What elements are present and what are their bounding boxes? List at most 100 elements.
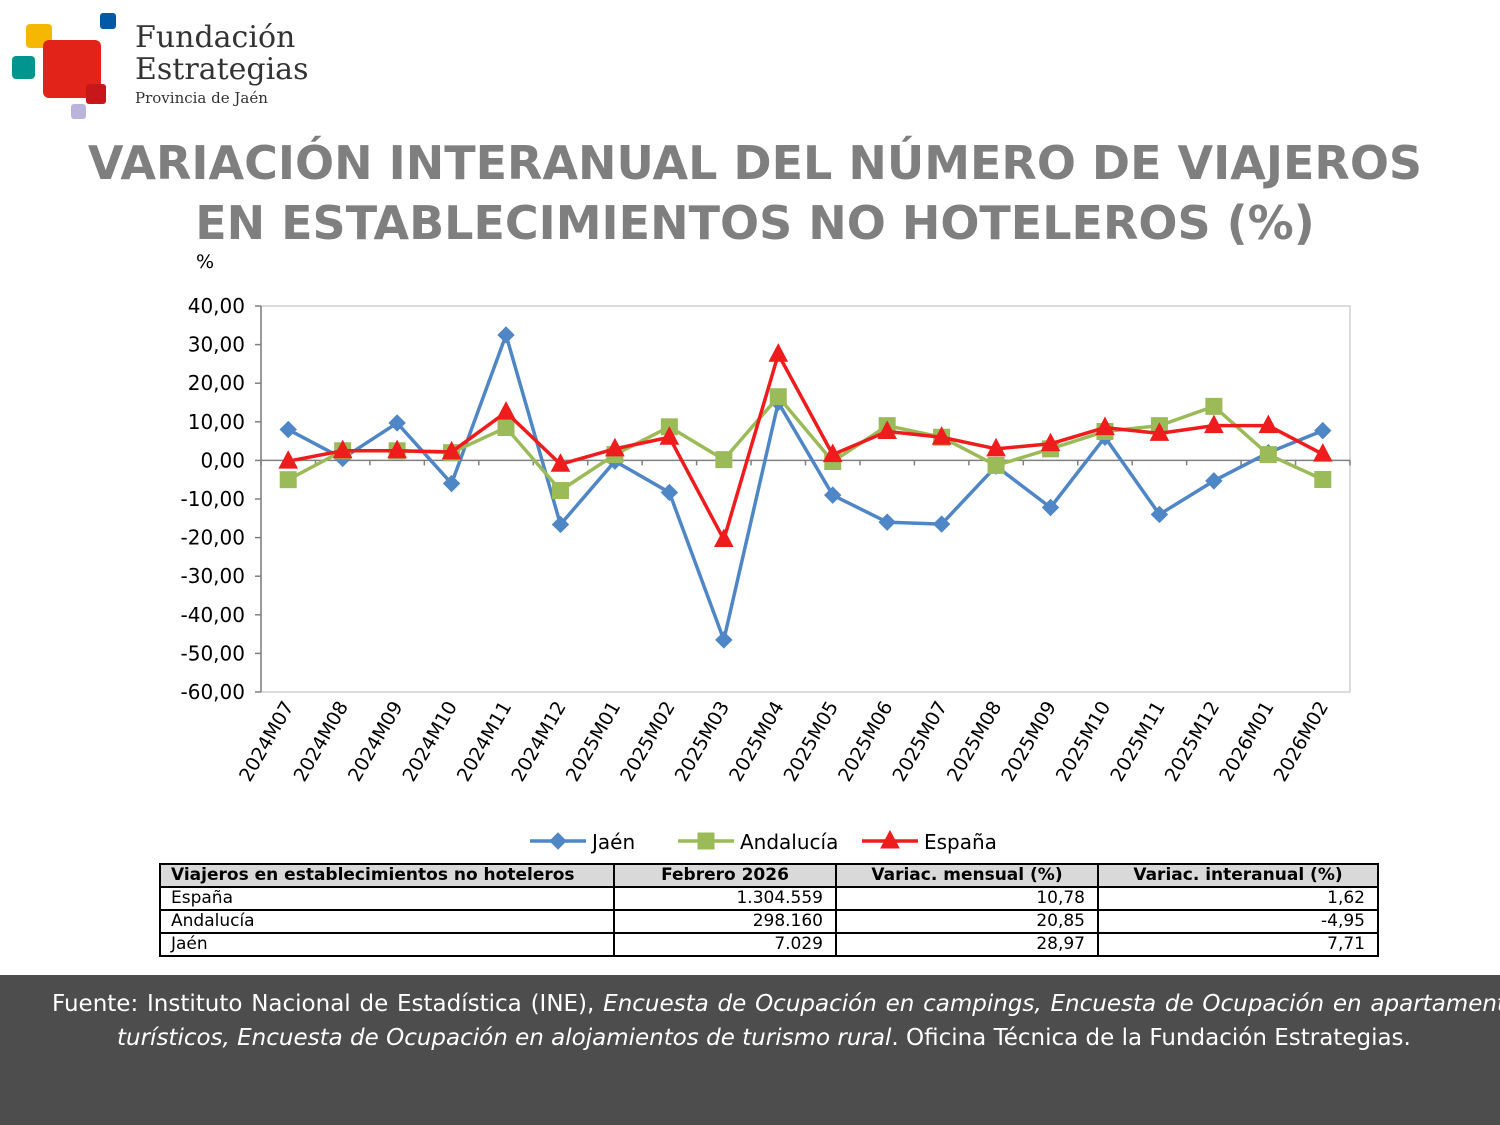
y-tick-label: -50,00 [181, 641, 245, 665]
data-table: Viajeros en establecimientos no hotelero… [159, 863, 1379, 957]
legend-label-espana: España [924, 830, 997, 854]
data-point-espana [713, 528, 734, 548]
x-tick-label: 2024M09 [344, 698, 408, 786]
data-point-andalucia [987, 456, 1005, 474]
data-point-jaen [551, 515, 570, 534]
data-point-jaen [824, 486, 842, 504]
legend-label-andalucia: Andalucía [740, 830, 838, 854]
logo-mark [12, 13, 116, 119]
data-point-espana [1204, 414, 1224, 434]
data-point-espana [1095, 416, 1115, 436]
x-tick-label: 2025M06 [834, 698, 898, 786]
data-point-espana [986, 437, 1006, 457]
x-tick-label: 2026M01 [1215, 698, 1279, 786]
x-tick-label: 2024M11 [453, 698, 517, 786]
footer: Fuente: Instituto Nacional de Estadístic… [0, 975, 1500, 1125]
data-point-espana [1149, 422, 1170, 441]
table-row: Jaén 7.029 28,97 7,71 [159, 932, 1379, 957]
table-cell-yearly: 7,71 [1097, 932, 1379, 957]
logo-square-teal [12, 56, 35, 79]
table-cell-monthly: 20,85 [835, 909, 1099, 934]
y-tick-label: -30,00 [181, 564, 245, 588]
data-point-espana [768, 343, 789, 362]
legend-marker-andalucia [697, 832, 715, 850]
y-tick-label: 40,00 [188, 294, 245, 318]
table-cell-region: Jaén [159, 932, 615, 957]
x-tick-label: 2025M03 [671, 698, 735, 786]
page-title: VARIACIÓN INTERANUAL DEL NÚMERO DE VIAJE… [40, 133, 1470, 253]
logo-square-lavender [71, 104, 86, 119]
logo-line-1: Fundación [135, 20, 296, 55]
x-tick-label: 2024M08 [289, 698, 353, 786]
title-line-1: VARIACIÓN INTERANUAL DEL NÚMERO DE VIAJE… [87, 136, 1423, 190]
y-tick-label: -10,00 [181, 487, 245, 511]
data-point-espana [441, 440, 462, 460]
data-point-espana [332, 439, 353, 459]
series-line-andalucia [287, 394, 1324, 493]
data-point-jaen [442, 474, 461, 493]
x-tick-label: 2025M10 [1052, 698, 1116, 786]
table-cell-travellers: 7.029 [613, 932, 837, 957]
table-header-yearly: Variac. interanual (%) [1097, 863, 1379, 888]
data-point-espana [1312, 443, 1333, 462]
data-point-espana [550, 453, 571, 472]
table-header-row: Viajeros en establecimientos no hotelero… [159, 863, 1379, 888]
x-tick-label: 2025M04 [725, 698, 789, 786]
x-tick-label: 2024M12 [507, 698, 571, 786]
y-tick-label: 0,00 [200, 448, 245, 472]
x-tick-label: 2025M07 [888, 698, 952, 786]
table-cell-yearly: -4,95 [1097, 909, 1379, 934]
table-cell-travellers: 298.160 [613, 909, 837, 934]
series-line-jaen [287, 333, 1324, 642]
data-point-andalucia [279, 471, 297, 489]
legend-marker-jaen [549, 832, 567, 850]
data-point-jaen [660, 483, 679, 502]
table-cell-travellers: 1.304.559 [613, 886, 837, 911]
x-tick-label: 2025M11 [1106, 698, 1170, 786]
legend-marker-espana [880, 829, 900, 849]
table-row: España 1.304.559 10,78 1,62 [159, 886, 1379, 911]
data-point-espana [659, 426, 680, 445]
y-tick-label: 20,00 [188, 371, 245, 395]
data-point-jaen [497, 326, 515, 344]
data-point-jaen [388, 414, 406, 432]
logo: Fundación Estrategias Provincia de Jaén [0, 0, 320, 125]
table-cell-region: Andalucía [159, 909, 615, 934]
y-tick-label: 30,00 [188, 333, 245, 357]
x-tick-label: 2024M07 [235, 698, 299, 786]
table-cell-region: España [159, 886, 615, 911]
table-row: Andalucía 298.160 20,85 -4,95 [159, 909, 1379, 934]
data-point-espana [1258, 414, 1279, 434]
x-tick-label: 2025M12 [1161, 698, 1225, 786]
y-tick-label: -40,00 [181, 603, 245, 627]
table-header-monthly: Variac. mensual (%) [835, 863, 1099, 888]
x-tick-label: 2025M02 [616, 698, 680, 786]
data-point-espana [877, 420, 898, 439]
source-surveys: Encuesta de Ocupación en campings, Encue… [117, 991, 1500, 1051]
data-point-andalucia [497, 419, 515, 437]
data-point-andalucia [769, 388, 787, 406]
data-point-jaen [878, 513, 896, 531]
data-point-jaen [932, 515, 951, 533]
data-point-espana [605, 437, 625, 457]
table-cell-monthly: 28,97 [835, 932, 1099, 957]
x-tick-label: 2025M09 [997, 698, 1061, 786]
data-point-espana [278, 450, 299, 469]
data-point-espana [1040, 432, 1061, 452]
logo-square-red-small [86, 84, 106, 104]
logo-line-2: Estrategias [135, 52, 309, 87]
data-point-jaen [279, 420, 297, 439]
series-line-espana [287, 352, 1324, 542]
data-point-espana [822, 443, 843, 463]
title-line-2: EN ESTABLECIMIENTOS NO HOTELEROS (%) [195, 196, 1315, 250]
y-tick-label: -20,00 [181, 526, 245, 550]
x-tick-label: 2026M02 [1270, 698, 1334, 786]
data-point-andalucia [715, 451, 733, 469]
y-tick-label: 10,00 [188, 410, 245, 434]
line-chart: % 40,00 30,00 20,00 10,00 0,00 -10,00 -20,00 -30… [181, 251, 1351, 854]
x-tick-label: 2025M08 [943, 697, 1007, 785]
x-tick-label: 2024M10 [398, 698, 462, 786]
data-point-andalucia [551, 482, 569, 500]
logo-square-blue [100, 13, 116, 29]
source-tail: . Oficina Técnica de la Fundación Estrat… [891, 1025, 1411, 1051]
